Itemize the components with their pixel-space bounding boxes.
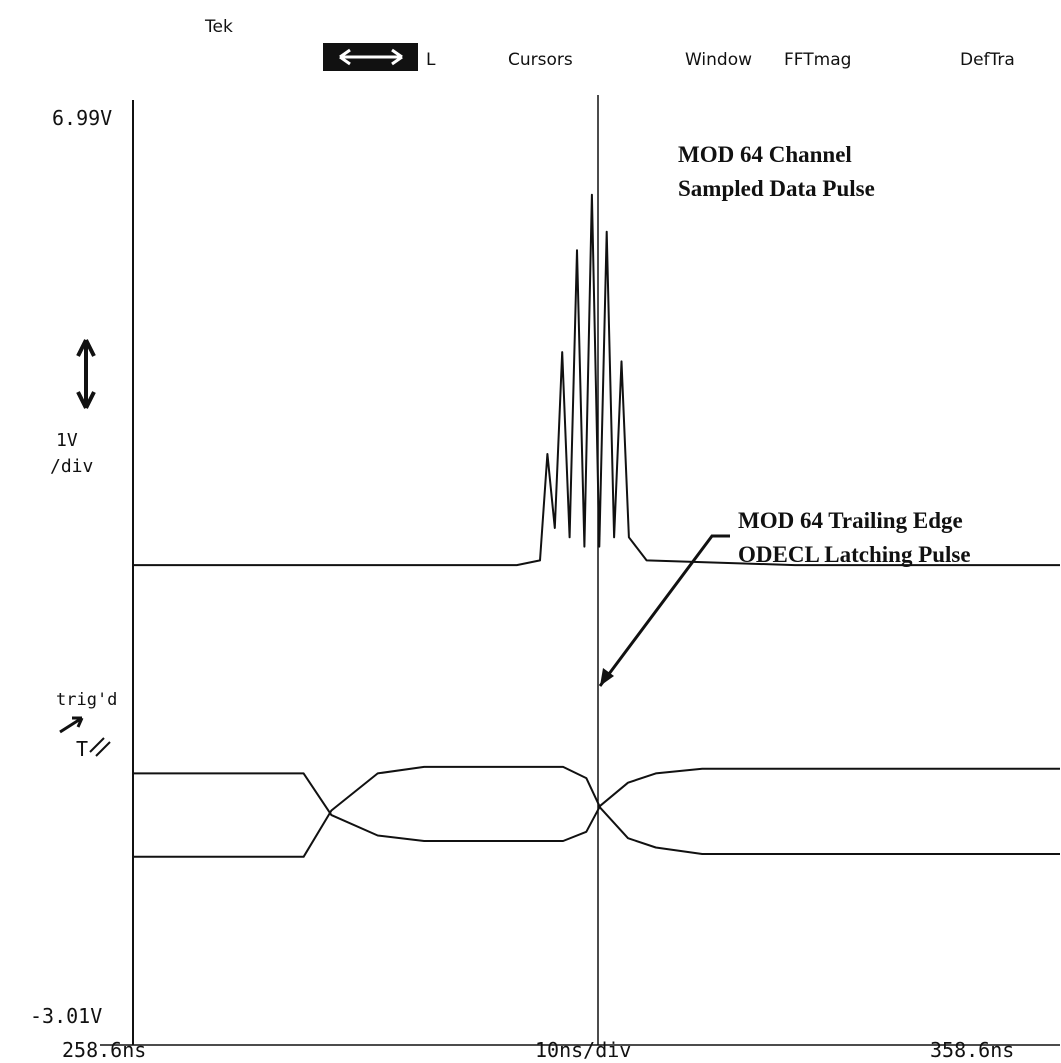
- menu-deftra[interactable]: DefTra: [960, 50, 1015, 70]
- vertical-scale-arrow-icon: [76, 339, 96, 409]
- cursor-mode-label: L: [426, 50, 436, 70]
- waveform-trace-1: [133, 193, 1060, 567]
- time-end-label: 358.6ns: [930, 1038, 1014, 1062]
- menu-fftmag[interactable]: FFTmag: [784, 50, 851, 70]
- menu-cursors[interactable]: Cursors: [508, 50, 573, 70]
- data-pulse-annotation-line2: Sampled Data Pulse: [678, 176, 875, 201]
- trigger-marker-label: T: [76, 737, 88, 761]
- waveform-traces: [133, 193, 1060, 858]
- trigger-edge-icon: [89, 737, 111, 757]
- menu-window[interactable]: Window: [685, 50, 752, 70]
- brand-logo: Tek: [204, 17, 233, 37]
- trigger-arrow-icon: [59, 716, 84, 734]
- time-per-div-label: 10ns/div: [535, 1038, 631, 1062]
- waveform-trace-2: [133, 765, 1060, 858]
- time-start-label: 258.6ns: [62, 1038, 146, 1062]
- latch-pointer-arrowhead-icon: [600, 668, 614, 686]
- data-pulse-annotation-line1: MOD 64 Channel: [678, 142, 852, 167]
- voltage-bottom-label: -3.01V: [30, 1004, 102, 1028]
- trigger-status-label: trig'd: [56, 690, 117, 710]
- volts-per-div-value: 1V: [56, 430, 78, 451]
- latch-annotation-line1: MOD 64 Trailing Edge: [738, 508, 963, 533]
- latch-pointer-line: [598, 534, 730, 687]
- cursor-mode-button[interactable]: [323, 43, 418, 71]
- double-arrow-icon: [339, 48, 403, 66]
- voltage-top-label: 6.99V: [52, 106, 112, 130]
- latch-annotation-line2: ODECL Latching Pulse: [738, 542, 971, 567]
- volts-per-div-unit: /div: [50, 456, 93, 477]
- waveform-trace-3: [133, 767, 1060, 842]
